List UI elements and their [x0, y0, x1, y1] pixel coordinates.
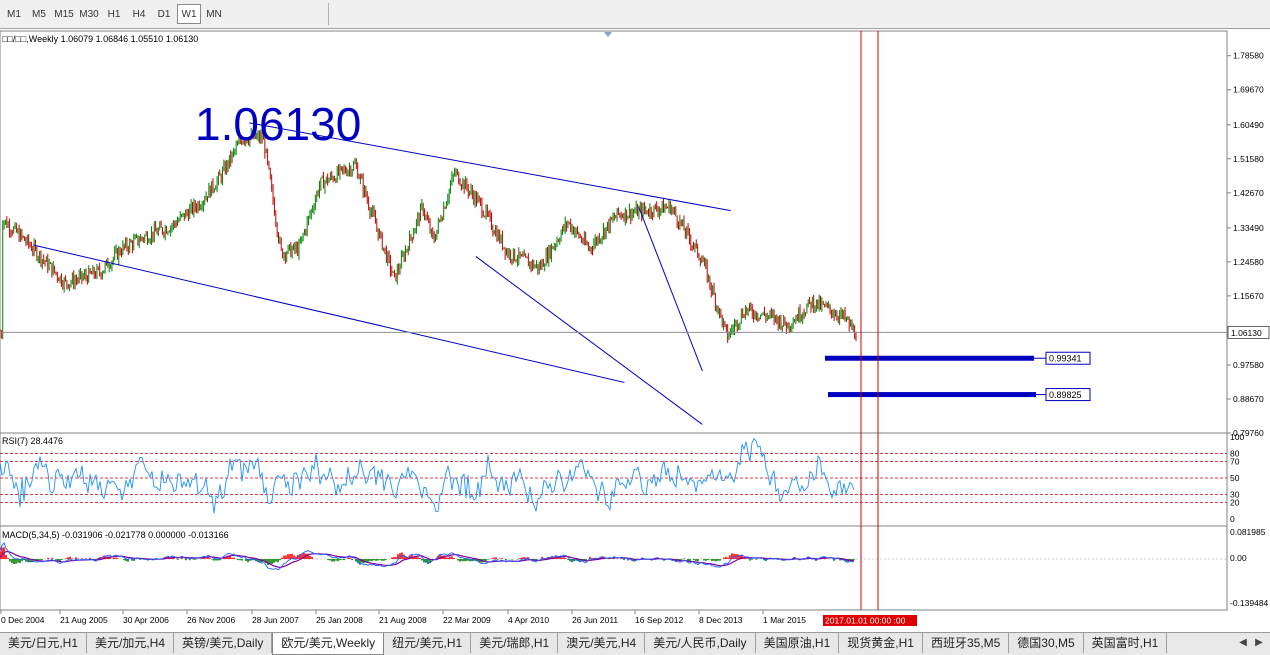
chart-tab-bar: 美元/日元,H1 美元/加元,H4 英镑/美元,Daily 欧元/美元,Weekly 纽… [0, 632, 1270, 655]
tab-scroll-left-icon[interactable]: ◀ [1239, 637, 1247, 648]
timeframe-button-mn[interactable]: MN [206, 9, 222, 20]
time-tick-label: 25 Jan 2008 [316, 615, 363, 625]
chart-tab-5[interactable]: 美元/瑞郎,H1 [471, 633, 559, 653]
timeframe-button-m1[interactable]: M1 [7, 9, 21, 20]
macd-panel-header: MACD(5,34,5) -0.031906 -0.021778 0.00000… [2, 530, 229, 540]
timeframe-button-h1[interactable]: H1 [107, 9, 121, 20]
chart-tab-0[interactable]: 美元/日元,H1 [0, 633, 88, 653]
chart-tab-2[interactable]: 英镑/美元,Daily [174, 633, 273, 653]
price-tick-label: 1.78580 [1233, 51, 1264, 61]
time-axis: 0 Dec 2004 21 Aug 2005 30 Apr 2006 26 Nov 2… [0, 610, 917, 626]
current-price-box [1227, 326, 1270, 339]
current-price-label: 1.06130 [1231, 328, 1262, 338]
macd-layer: 0.081985 0.00 -0.139484 [0, 527, 1269, 608]
time-tick-label: 8 Dec 2013 [699, 615, 743, 625]
time-highlight-label: 2017.01.01 00:00 :00 [825, 616, 906, 626]
chart-tab-8[interactable]: 美国原油,H1 [756, 633, 840, 653]
target-label-box-1 [1045, 388, 1091, 402]
timeframe-button-h4[interactable]: H4 [132, 9, 146, 20]
time-tick-label: 21 Aug 2005 [60, 615, 108, 625]
time-tick-label: 0 Dec 2004 [1, 615, 45, 625]
chart-tab-7[interactable]: 美元/人民币,Daily [645, 633, 756, 653]
price-tick-label: 1.15670 [1233, 291, 1264, 301]
price-tick-label: 1.51580 [1233, 154, 1264, 164]
trend-line-1[interactable] [33, 244, 625, 383]
price-tick-label: 1.33490 [1233, 223, 1264, 233]
timeframe-button-m5[interactable]: M5 [32, 9, 46, 20]
target-label-box-0 [1045, 351, 1091, 365]
rsi-tick-label: 20 [1230, 498, 1240, 508]
timeframe-button-m15[interactable]: M15 [54, 9, 74, 20]
tab-scroll-right-icon[interactable]: ▶ [1255, 637, 1263, 648]
time-tick-label: 28 Jun 2007 [252, 615, 299, 625]
chart-tab-9[interactable]: 现货黄金,H1 [839, 633, 923, 653]
timeframe-button-m30[interactable]: M30 [79, 9, 99, 20]
chart-area[interactable]: 0.99341 0.89825 100 80 70 50 30 20 0 0.081985 0.… [0, 28, 1270, 632]
chart-tab-1[interactable]: 美元/加元,H4 [87, 633, 175, 653]
price-tick-label: 1.69670 [1233, 85, 1264, 95]
chart-tab-4[interactable]: 纽元/美元,H1 [384, 633, 472, 653]
target-bar-0[interactable] [825, 355, 1034, 361]
time-tick-label: 30 Apr 2006 [123, 615, 169, 625]
rsi-panel-header: RSI(7) 28.4476 [2, 436, 63, 446]
timeframe-button-d1[interactable]: D1 [157, 9, 171, 20]
rsi-line [0, 437, 855, 514]
main-price-layer: 0.99341 0.89825 [0, 31, 1227, 610]
target-label-1: 0.89825 [1049, 390, 1082, 400]
macd-panel-frame [0, 525, 1228, 611]
rsi-panel-frame [0, 432, 1228, 527]
timeframe-buttons: M1 M5 M15 M30 H1 H4 D1 W1 MN [2, 4, 227, 24]
chart-tab-11[interactable]: 德国30,M5 [1009, 633, 1084, 653]
chart-tab-6[interactable]: 澳元/美元,H4 [558, 633, 646, 653]
time-tick-label: 16 Sep 2012 [635, 615, 683, 625]
rsi-tick-label: 30 [1230, 489, 1240, 499]
macd-main-line [0, 541, 855, 571]
rsi-tick-label: 50 [1230, 473, 1240, 483]
toolbar-separator [328, 3, 329, 25]
rsi-tick-label: 70 [1230, 457, 1240, 467]
chart-shift-marker[interactable] [604, 32, 612, 37]
macd-tick-label: 0.00 [1230, 553, 1247, 563]
trend-line-0[interactable] [249, 122, 731, 212]
chart-tabs: 美元/日元,H1 美元/加元,H4 英镑/美元,Daily 欧元/美元,Weekly 纽… [0, 633, 1168, 655]
chart-tab-12[interactable]: 英国富时,H1 [1084, 633, 1168, 653]
macd-tick-label: 0.081985 [1230, 527, 1266, 537]
time-tick-label: 22 Mar 2009 [443, 615, 491, 625]
timeframe-toolbar: M1 M5 M15 M30 H1 H4 D1 W1 MN [0, 0, 1270, 29]
time-tick-label: 26 Jun 2011 [572, 615, 618, 625]
rsi-tick-label: 0 [1230, 514, 1235, 524]
big-price-label: 1.06130 [195, 98, 361, 150]
target-bar-1[interactable] [828, 392, 1036, 398]
rsi-tick-label: 100 [1230, 432, 1244, 442]
trend-line-2[interactable] [638, 206, 703, 372]
price-tick-label: 0.97580 [1233, 360, 1264, 370]
timeframe-button-w1[interactable]: W1 [177, 4, 201, 24]
price-axis: 1.78580 1.69670 1.60490 1.51580 1.42670 1.334… [1227, 51, 1270, 438]
rsi-tick-label: 80 [1230, 448, 1240, 458]
chart-tab-10[interactable]: 西班牙35,M5 [923, 633, 1010, 653]
trend-line-3[interactable] [475, 256, 703, 425]
time-tick-label: 26 Nov 2006 [187, 615, 235, 625]
price-tick-label: 1.60490 [1233, 120, 1264, 130]
time-tick-label: 1 Mar 2015 [763, 615, 806, 625]
price-tick-label: 1.24580 [1233, 257, 1264, 267]
price-tick-label: 0.79760 [1233, 428, 1264, 438]
macd-tick-label: -0.139484 [1230, 598, 1269, 608]
price-tick-label: 1.42670 [1233, 188, 1264, 198]
chart-tab-3[interactable]: 欧元/美元,Weekly [272, 633, 385, 655]
time-tick-label: 4 Apr 2010 [508, 615, 549, 625]
time-highlight-box [823, 615, 917, 626]
main-panel-header: □□/□□,Weekly 1.06079 1.06846 1.05510 1.0… [2, 34, 198, 44]
price-tick-label: 0.88670 [1233, 394, 1264, 404]
time-tick-label: 21 Aug 2008 [379, 615, 427, 625]
main-panel-frame [0, 30, 1228, 434]
target-label-0: 0.99341 [1049, 354, 1082, 364]
